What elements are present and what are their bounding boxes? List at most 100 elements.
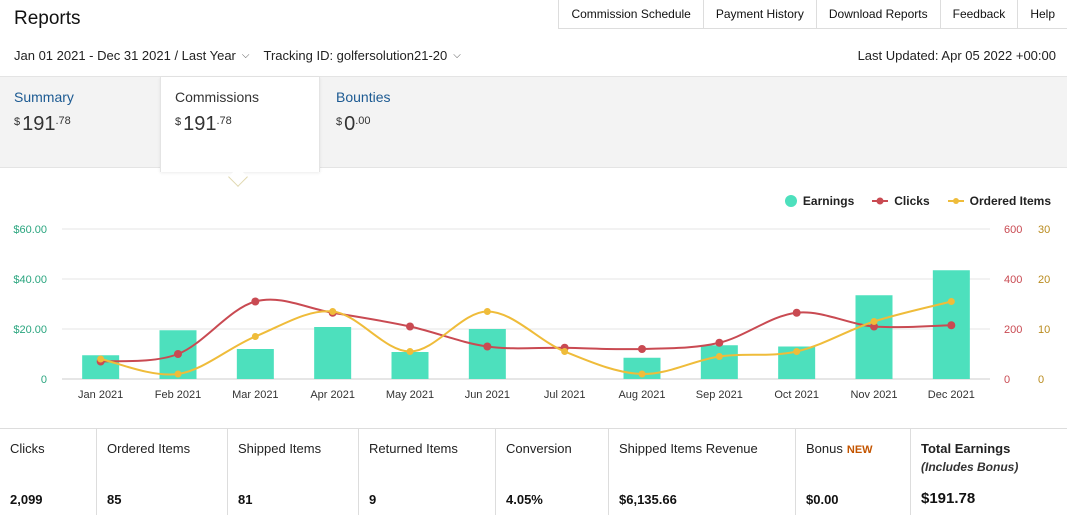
amount-fraction: .78 [216,115,232,127]
legend-earnings-label: Earnings [802,194,855,208]
clicks-point [174,350,182,358]
clicks-point [792,308,801,317]
left-axis-tick: $20.00 [13,324,47,336]
x-axis-tick: Mar 2021 [232,389,278,401]
stat-value: 9 [369,492,377,507]
legend-clicks[interactable]: Clicks [872,194,930,208]
stat-label: Conversion [506,441,572,456]
tab-summary[interactable]: Summary $ 191 .78 [0,77,160,169]
legend-clicks-label: Clicks [894,194,930,208]
date-range-label: Jan 01 2021 - Dec 31 2021 / Last Year [14,48,236,63]
right-axis-clicks-tick: 400 [1004,274,1022,286]
nav-commission-schedule[interactable]: Commission Schedule [558,0,702,28]
stat-conversion: Conversion 4.05% [496,429,609,515]
legend-earnings[interactable]: Earnings [784,194,855,208]
tab-bounties[interactable]: Bounties $ 0 .00 [322,77,482,169]
right-axis-items-tick: 10 [1038,324,1050,336]
date-range-dropdown[interactable]: Jan 01 2021 - Dec 31 2021 / Last Year ⌵ [14,48,249,63]
earnings-bar [468,329,506,379]
stat-value: $191.78 [921,490,976,507]
x-axis-tick: Feb 2021 [155,389,201,401]
ordered-items-point [870,318,878,325]
bonus-label: Bonus [806,441,843,456]
right-axis-items-tick: 20 [1038,274,1050,286]
earnings-bar [314,327,352,379]
ordered-items-point [329,308,337,315]
clicks-point [947,321,956,330]
right-axis-clicks-tick: 600 [1004,224,1022,236]
x-axis-tick: Nov 2021 [850,389,897,401]
left-axis-tick: 0 [41,374,47,386]
chevron-down-icon: ⌵ [241,50,250,61]
tab-summary-amount: $ 191 .78 [14,113,146,136]
clicks-point [406,322,414,331]
stat-shipped-items: Shipped Items 81 [228,429,359,515]
ordered-items-point [483,308,491,315]
clicks-line [100,298,952,363]
stat-shipped-revenue: Shipped Items Revenue $6,135.66 [609,429,796,515]
stats-bar: Clicks 2,099 Ordered Items 85 Shipped It… [0,428,1067,515]
ordered-items-point [251,333,259,340]
last-updated: Last Updated: Apr 05 2022 +00:00 [857,48,1056,63]
nav-download-reports[interactable]: Download Reports [815,0,940,28]
right-axis-clicks-tick: 0 [1004,374,1010,386]
amount-whole: 0 [344,113,356,135]
tracking-id-dropdown[interactable]: Tracking ID: golfersolution21-20 ⌵ [263,48,460,63]
stat-value: 2,099 [10,492,43,507]
earnings-bar [700,345,738,379]
ordered-items-point [638,370,646,378]
stat-bonus: Bonus NEW $0.00 [796,429,911,515]
stat-value: 4.05% [506,492,543,507]
stat-returned-items: Returned Items 9 [359,429,496,515]
tracking-id-label: Tracking ID: golfersolution21-20 [263,48,448,63]
earnings-bar [855,295,893,379]
tab-commissions[interactable]: Commissions $ 191 .78 [160,77,320,172]
top-nav: Commission Schedule Payment History Down… [558,0,1067,29]
ordered-items-point [174,370,182,378]
clicks-point [638,345,646,353]
x-axis-tick: May 2021 [386,389,434,401]
stat-ordered-items: Ordered Items 85 [97,429,228,515]
stat-label: Total Earnings [921,441,1011,456]
legend-ordered-marker [947,198,964,204]
filter-row: Jan 01 2021 - Dec 31 2021 / Last Year ⌵ … [14,48,461,63]
chevron-down-icon: ⌵ [453,50,461,61]
clicks-point [483,342,492,351]
stat-clicks: Clicks 2,099 [0,429,97,515]
nav-feedback[interactable]: Feedback [939,0,1018,28]
ordered-items-point [97,355,105,363]
ordered-items-point [793,348,801,355]
currency-symbol: $ [336,116,343,128]
stat-label: Shipped Items [238,441,322,456]
stat-label: Shipped Items Revenue [619,441,758,456]
ordered-items-line [100,300,952,376]
stat-value: 81 [238,492,253,507]
x-axis-tick: Apr 2021 [310,389,355,401]
stat-label: Ordered Items [107,441,191,456]
earnings-bar [391,352,429,379]
ordered-items-point [947,298,955,305]
clicks-point [251,297,260,306]
earnings-chart: 0 $20.00 $40.00 $60.00 0 200 400 600 0 10 20 30 Jan … [13,224,1050,401]
x-axis-tick: Aug 2021 [618,389,665,401]
amount-whole: 191 [22,113,56,135]
tab-summary-label: Summary [14,89,74,105]
ordered-items-point [715,353,723,360]
nav-payment-history[interactable]: Payment History [702,0,816,28]
x-axis-tick: Oct 2021 [774,389,819,401]
currency-symbol: $ [175,116,182,128]
stat-label: Bonus NEW [806,441,900,456]
stat-sublabel: (Includes Bonus) [921,460,1019,474]
chart-legend: Earnings Clicks Ordered Items [784,194,1051,208]
clicks-point [870,322,878,331]
tab-bounties-amount: $ 0 .00 [336,113,468,136]
nav-help[interactable]: Help [1017,0,1067,28]
stat-label: Returned Items [369,441,458,456]
new-badge: NEW [846,444,873,456]
right-axis-items-tick: 30 [1038,224,1050,236]
right-axis-items-tick: 0 [1038,374,1044,386]
legend-earnings-marker [784,195,797,207]
ordered-items-point [561,348,569,355]
legend-ordered-items[interactable]: Ordered Items [947,194,1051,208]
